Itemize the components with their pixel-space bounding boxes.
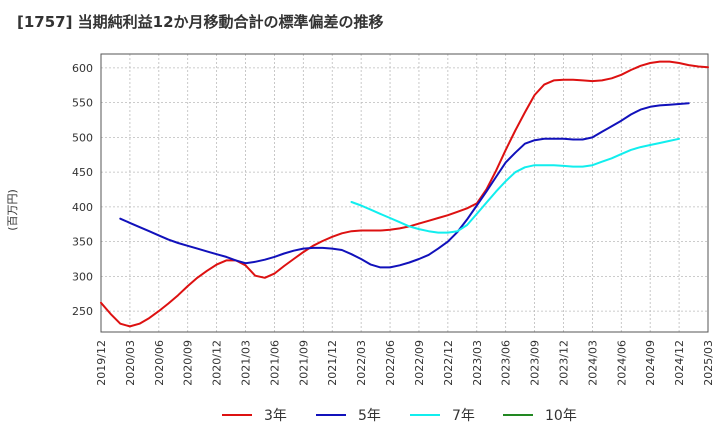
y-tick-label: 250 [72, 305, 93, 318]
plot-frame [100, 53, 709, 333]
y-tick-label: 300 [72, 270, 93, 283]
legend-label: 5年 [358, 408, 381, 424]
y-tick-label: 450 [72, 166, 93, 179]
x-tick-label: 2020/06 [153, 340, 166, 386]
x-tick-label: 2022/12 [442, 340, 455, 386]
x-tick-label: 2024/12 [673, 340, 686, 386]
x-tick-label: 2024/06 [615, 340, 628, 386]
x-tick-label: 2022/09 [413, 340, 426, 386]
legend-label: 7年 [452, 408, 475, 424]
series-line-5年 [119, 102, 690, 269]
legend-label: 10年 [545, 408, 577, 424]
y-tick-label: 600 [72, 62, 93, 75]
x-tick-label: 2023/12 [557, 340, 570, 386]
x-tick-label: 2024/09 [644, 340, 657, 386]
series-line-7年 [350, 137, 681, 234]
x-tick-label: 2024/03 [586, 340, 599, 386]
grid-layer [100, 54, 709, 332]
x-tick-label: 2021/03 [240, 340, 253, 386]
chart-title: [1757] 当期純利益12か月移動合計の標準偏差の推移 [17, 13, 384, 31]
y-tick-label: 350 [72, 236, 93, 249]
x-tick-label: 2022/03 [355, 340, 368, 386]
series-layer [100, 60, 709, 328]
x-tick-label: 2019/12 [95, 340, 108, 386]
plot-area [101, 54, 708, 332]
legend: 3年 5年 7年 10年 [222, 408, 577, 424]
legend-label: 3年 [264, 408, 287, 424]
y-axis-label: (百万円) [6, 189, 19, 231]
y-tick-label: 500 [72, 131, 93, 144]
x-tick-label: 2021/12 [326, 340, 339, 386]
x-tick-label: 2023/06 [500, 340, 513, 386]
x-tick-label: 2020/03 [124, 340, 137, 386]
x-tick-label: 2021/06 [268, 340, 281, 386]
series-line-3年 [100, 60, 709, 328]
x-tick-label: 2021/09 [297, 340, 310, 386]
x-tick-label: 2025/03 [702, 340, 715, 386]
y-tick-label: 550 [72, 97, 93, 110]
x-tick-label: 2022/06 [384, 340, 397, 386]
x-tick-label: 2023/09 [529, 340, 542, 386]
x-tick-label: 2020/12 [211, 340, 224, 386]
y-tick-label: 400 [72, 201, 93, 214]
axis-layer: 250 300 350 400 450 500 550 600 2019/12 2020/03 20… [72, 53, 715, 386]
x-tick-label: 2020/09 [182, 340, 195, 386]
x-tick-label: 2023/03 [471, 340, 484, 386]
